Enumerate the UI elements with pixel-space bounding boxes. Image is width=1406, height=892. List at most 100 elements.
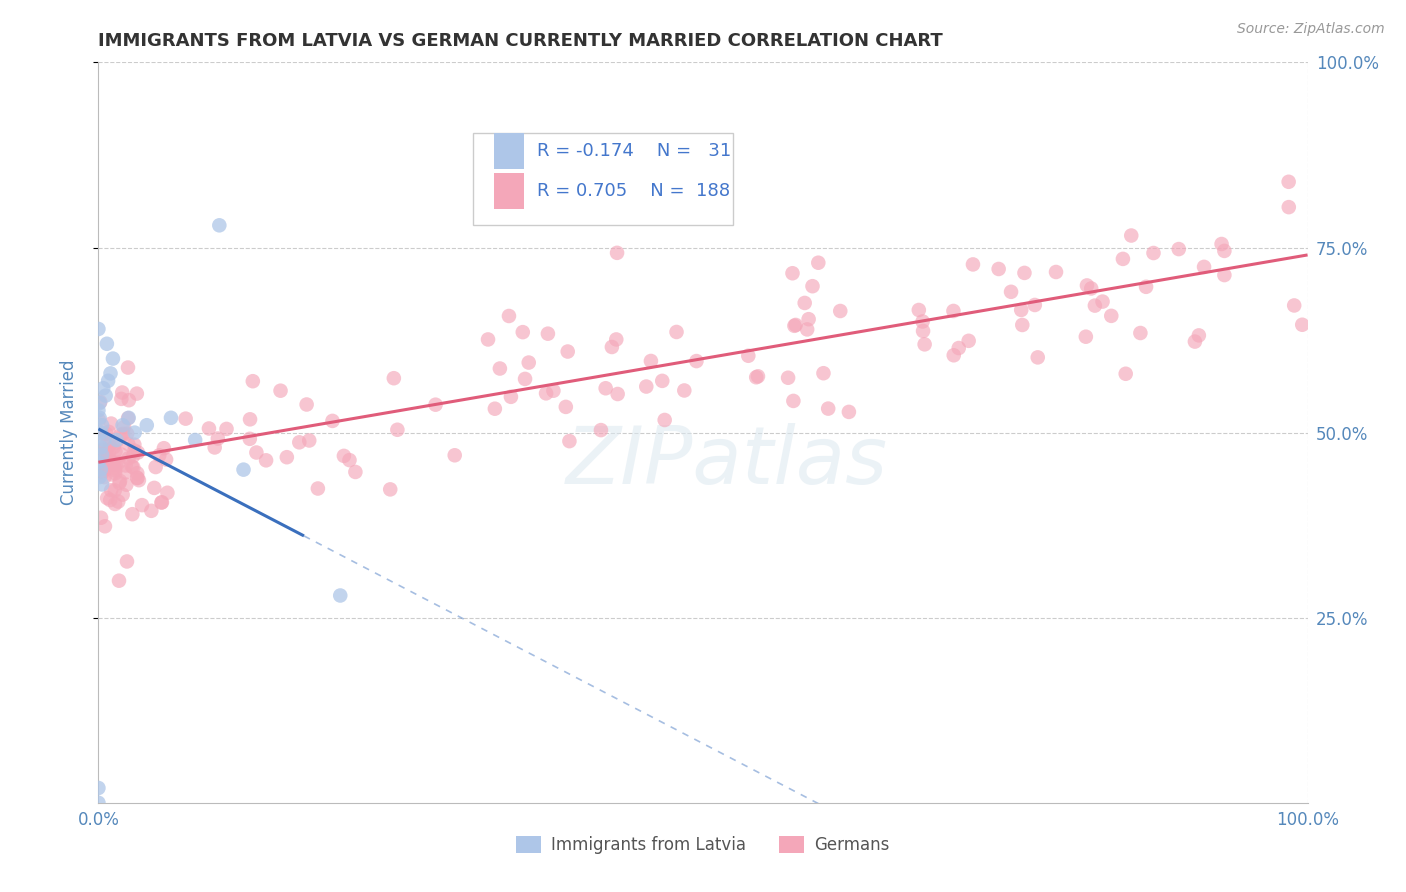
Point (89, 395, 111, 409)
Point (91, 418, 114, 433)
Point (103, 456, 125, 470)
Point (443, 448, 465, 462)
Point (110, 448, 132, 462)
Point (807, 256, 830, 270)
Point (1112, 252, 1135, 266)
Point (91, 426, 114, 441)
Point (117, 451, 139, 466)
Point (333, 449, 356, 463)
Point (1014, 266, 1036, 280)
Point (801, 279, 824, 293)
Point (114, 466, 136, 480)
Point (127, 471, 149, 485)
Point (127, 445, 149, 459)
Point (127, 467, 149, 481)
Point (962, 257, 984, 271)
Point (554, 400, 576, 414)
Point (1213, 268, 1236, 282)
Point (1080, 281, 1102, 295)
Point (737, 349, 759, 363)
Point (104, 458, 127, 472)
Point (911, 314, 934, 328)
Point (636, 379, 658, 393)
Point (797, 312, 820, 326)
Point (96, 438, 118, 452)
Point (89, 410, 111, 425)
Point (796, 322, 818, 336)
Point (104, 483, 127, 498)
Point (124, 443, 146, 458)
Point (127, 471, 149, 485)
Point (184, 433, 207, 447)
Point (107, 494, 129, 508)
Point (477, 333, 499, 347)
Point (512, 325, 534, 339)
Point (114, 458, 136, 473)
Point (557, 344, 579, 359)
Point (1278, 200, 1301, 214)
Point (150, 495, 173, 509)
Point (111, 385, 134, 400)
Point (239, 412, 262, 426)
Point (91, 466, 114, 480)
Point (537, 326, 560, 341)
Point (484, 401, 506, 416)
Point (87, 780, 110, 795)
Point (97, 425, 120, 439)
Point (747, 369, 769, 384)
Point (382, 371, 405, 385)
Point (207, 432, 229, 446)
Point (534, 386, 557, 401)
Point (344, 465, 367, 479)
Point (498, 309, 520, 323)
Point (104, 463, 127, 477)
Point (135, 418, 157, 433)
Point (87, 413, 110, 427)
Point (276, 450, 298, 465)
Point (1192, 260, 1215, 274)
Point (543, 384, 565, 398)
Point (1129, 326, 1152, 340)
Point (104, 461, 127, 475)
Point (104, 444, 127, 458)
Point (1099, 309, 1122, 323)
Point (387, 423, 409, 437)
Point (93, 470, 115, 484)
Point (131, 498, 153, 512)
Point (782, 266, 804, 280)
Point (242, 374, 264, 388)
Point (208, 219, 231, 233)
Y-axis label: Currently Married: Currently Married (59, 359, 77, 506)
Point (100, 367, 122, 381)
Point (93, 462, 115, 476)
Point (108, 474, 131, 488)
Point (957, 334, 980, 348)
Point (640, 354, 662, 368)
Point (838, 405, 860, 419)
Point (90, 441, 112, 455)
Text: ZIPatlas: ZIPatlas (567, 423, 889, 501)
Text: IMMIGRANTS FROM LATVIA VS GERMAN CURRENTLY MARRIED CORRELATION CHART: IMMIGRANTS FROM LATVIA VS GERMAN CURRENT… (98, 32, 943, 50)
FancyBboxPatch shape (474, 133, 734, 226)
Point (606, 387, 628, 401)
Point (288, 435, 311, 450)
Point (153, 441, 176, 455)
Point (665, 325, 688, 339)
Point (112, 420, 135, 434)
Point (673, 384, 696, 398)
Point (321, 414, 343, 428)
Point (942, 304, 965, 318)
Point (745, 370, 768, 384)
Point (1121, 228, 1143, 243)
Point (111, 488, 134, 502)
Point (87, 403, 110, 417)
Point (298, 434, 321, 448)
Point (215, 422, 238, 436)
Point (600, 340, 623, 354)
Point (1011, 318, 1033, 332)
Point (124, 438, 146, 452)
Point (94, 388, 117, 402)
Point (104, 435, 127, 450)
Point (148, 448, 170, 462)
Point (160, 410, 183, 425)
